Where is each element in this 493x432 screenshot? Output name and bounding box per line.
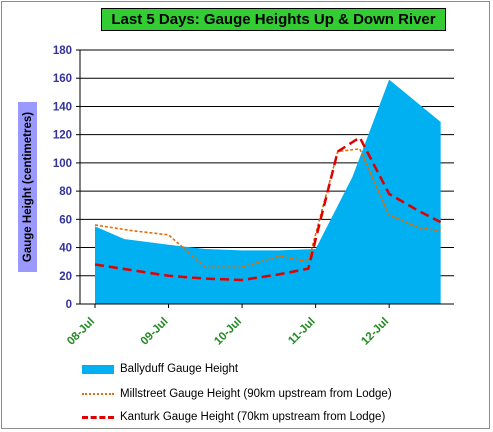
legend-swatch-ballyduff: [82, 364, 114, 374]
chart-title: Last 5 Days: Gauge Heights Up & Down Riv…: [101, 8, 446, 31]
y-tick-label-140: 140: [53, 101, 72, 113]
x-tick-label-12-Jul: 12-Jul: [359, 316, 391, 348]
y-tick-label-180: 180: [53, 45, 72, 57]
y-tick-label-160: 160: [53, 73, 72, 85]
y-tick-label-0: 0: [66, 299, 72, 311]
y-tick-label-80: 80: [59, 186, 72, 198]
legend-item-ballyduff: Ballyduff Gauge Height: [82, 361, 238, 377]
x-tick-label-08-Jul: 08-Jul: [65, 316, 97, 348]
y-tick-label-40: 40: [59, 243, 72, 255]
series-line-kanturk: [94, 135, 442, 282]
legend-item-kanturk: Kanturk Gauge Height (70km upstream from…: [82, 409, 385, 425]
legend-label-kanturk: Kanturk Gauge Height (70km upstream from…: [120, 411, 386, 423]
x-tick-label-11-Jul: 11-Jul: [286, 316, 318, 348]
y-tick-label-60: 60: [59, 214, 72, 226]
legend-swatch-millstreet: [82, 393, 114, 395]
x-tick-label-10-Jul: 10-Jul: [212, 316, 244, 348]
y-tick-label-120: 120: [53, 130, 72, 142]
y-tick-label-20: 20: [59, 271, 72, 283]
series-area-ballyduff: [95, 79, 441, 304]
y-axis-label-background: [18, 102, 37, 272]
y-tick-label-100: 100: [53, 158, 72, 170]
legend-label-millstreet: Millstreet Gauge Height (90km upstream f…: [120, 388, 392, 400]
series-line-millstreet: [94, 147, 441, 269]
legend-item-millstreet: Millstreet Gauge Height (90km upstream f…: [82, 386, 392, 402]
legend-swatch-kanturk: [82, 415, 114, 419]
legend-label-ballyduff: Ballyduff Gauge Height: [120, 363, 239, 375]
x-tick-label-09-Jul: 09-Jul: [139, 316, 171, 348]
